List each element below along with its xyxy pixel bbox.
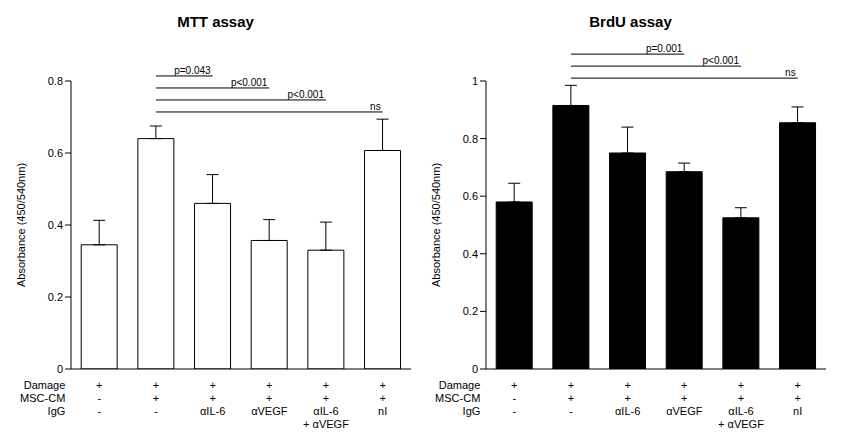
svg-text:+: + <box>681 392 687 404</box>
svg-text:0.4: 0.4 <box>48 219 63 231</box>
svg-text:p=0.001: p=0.001 <box>646 43 683 54</box>
svg-text:+: + <box>568 392 574 404</box>
svg-text:Damage: Damage <box>24 379 66 391</box>
svg-text:0.2: 0.2 <box>463 305 478 317</box>
svg-text:+: + <box>511 379 517 391</box>
svg-text:-: - <box>512 392 516 404</box>
svg-text:Absorbance (450/540nm): Absorbance (450/540nm) <box>15 163 27 287</box>
svg-text:nI: nI <box>793 405 802 417</box>
svg-text:0.8: 0.8 <box>48 75 63 87</box>
svg-text:αIL-6: αIL-6 <box>313 405 338 417</box>
svg-text:+: + <box>681 379 687 391</box>
svg-text:+: + <box>323 379 329 391</box>
svg-text:Absorbance (450/540nm): Absorbance (450/540nm) <box>430 163 442 287</box>
svg-text:αIL-6: αIL-6 <box>200 405 225 417</box>
html-text:MTT assay: MTT assay <box>177 13 254 30</box>
svg-text:αIL-6: αIL-6 <box>728 405 753 417</box>
svg-text:0.8: 0.8 <box>463 133 478 145</box>
svg-text:+: + <box>568 379 574 391</box>
svg-text:-: - <box>569 405 573 417</box>
svg-text:+: + <box>379 392 385 404</box>
svg-text:+: + <box>323 392 329 404</box>
svg-text:+: + <box>266 379 272 391</box>
svg-text:+ αVEGF: + αVEGF <box>718 418 764 430</box>
svg-text:+: + <box>794 392 800 404</box>
svg-text:p=0.043: p=0.043 <box>174 65 211 76</box>
svg-text:p<0.001: p<0.001 <box>703 55 740 66</box>
svg-text:+: + <box>266 392 272 404</box>
svg-text:MSC-CM: MSC-CM <box>435 392 480 404</box>
svg-text:IgG: IgG <box>463 405 481 417</box>
svg-text:+: + <box>209 379 215 391</box>
svg-text:MSC-CM: MSC-CM <box>20 392 65 404</box>
svg-text:+: + <box>738 379 744 391</box>
svg-text:0: 0 <box>472 363 478 375</box>
svg-text:p<0.001: p<0.001 <box>288 89 325 100</box>
svg-text:1: 1 <box>472 75 478 87</box>
svg-text:+: + <box>153 392 159 404</box>
svg-text:Damage: Damage <box>439 379 481 391</box>
svg-text:+: + <box>379 379 385 391</box>
svg-text:+: + <box>96 379 102 391</box>
svg-text:0.2: 0.2 <box>48 291 63 303</box>
svg-text:0.6: 0.6 <box>463 190 478 202</box>
svg-text:ns: ns <box>785 67 796 78</box>
svg-text:ns: ns <box>370 101 381 112</box>
svg-text:-: - <box>512 405 516 417</box>
svg-text:0: 0 <box>57 363 63 375</box>
svg-text:IgG: IgG <box>48 405 66 417</box>
svg-text:αVEGF: αVEGF <box>251 405 288 417</box>
svg-text:0.6: 0.6 <box>48 147 63 159</box>
svg-text:+: + <box>794 379 800 391</box>
svg-text:αIL-6: αIL-6 <box>615 405 640 417</box>
svg-text:+: + <box>624 379 630 391</box>
svg-text:-: - <box>97 405 101 417</box>
svg-text:p<0.001: p<0.001 <box>231 77 268 88</box>
svg-text:+: + <box>209 392 215 404</box>
svg-text:+: + <box>153 379 159 391</box>
svg-text:αVEGF: αVEGF <box>666 405 703 417</box>
svg-text:+: + <box>738 392 744 404</box>
html-text:BrdU assay: BrdU assay <box>589 13 672 30</box>
svg-text:-: - <box>154 405 158 417</box>
svg-text:-: - <box>97 392 101 404</box>
svg-text:nI: nI <box>378 405 387 417</box>
svg-text:+: + <box>624 392 630 404</box>
svg-text:0.4: 0.4 <box>463 248 478 260</box>
svg-text:+ αVEGF: + αVEGF <box>303 418 349 430</box>
